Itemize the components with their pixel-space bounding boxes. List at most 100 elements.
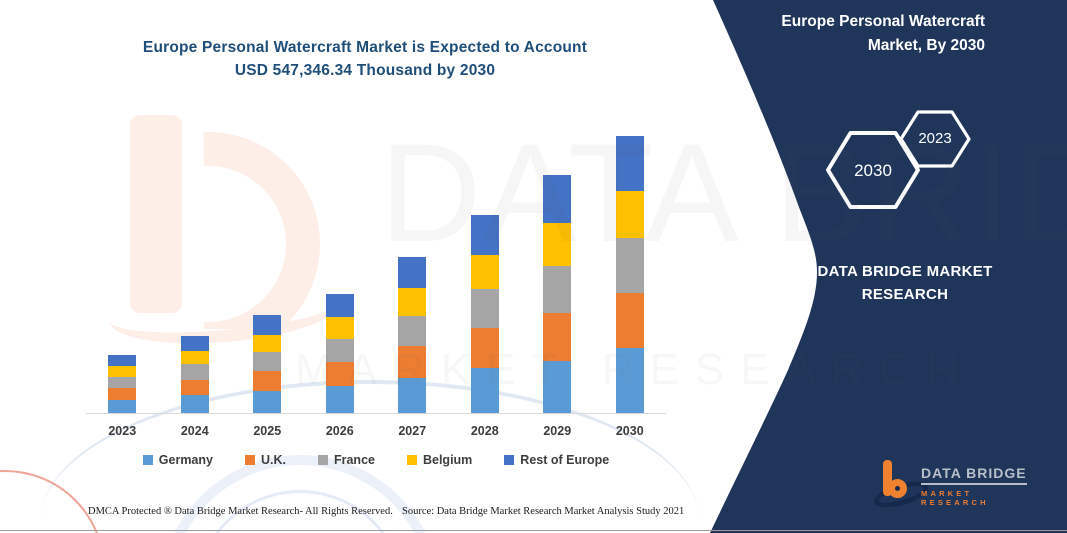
hexagon-2023-label: 2023 — [918, 130, 952, 147]
brand-name-line2: RESEARCH — [861, 286, 949, 303]
x-axis-label: 2027 — [398, 424, 427, 438]
legend-swatch — [504, 455, 515, 465]
bar-segment-germany — [543, 360, 572, 413]
bar-segment-germany — [108, 399, 137, 413]
legend-label: Belgium — [422, 453, 473, 467]
bar-segment-rest-of-europe — [470, 215, 499, 255]
bar-segment-rest-of-europe — [253, 315, 282, 335]
legend-item-germany: Germany — [142, 453, 213, 467]
bar-segment-belgium — [253, 334, 282, 352]
bar-slot-2027 — [376, 120, 449, 413]
bar-segment-belgium — [325, 317, 354, 339]
bar-segment-u-k- — [615, 292, 644, 348]
bar-slot-2030 — [594, 120, 667, 413]
hexagon-2030-label: 2030 — [854, 161, 892, 180]
x-axis-label: 2024 — [180, 424, 209, 438]
legend-item-france: France — [317, 453, 375, 467]
legend-item-u-k-: U.K. — [244, 453, 286, 467]
bar-segment-u-k- — [325, 361, 354, 387]
chart-title-line1: Europe Personal Watercraft Market is Exp… — [142, 39, 588, 56]
legend-label: France — [333, 453, 375, 467]
legend-label: U.K. — [260, 453, 286, 467]
bar-segment-france — [470, 289, 499, 329]
logo-b-icon — [883, 460, 892, 496]
bar-segment-belgium — [108, 366, 137, 377]
brand-name-block: DATA BRIDGE MARKET RESEARCH — [790, 260, 1020, 306]
bar-segment-france — [253, 351, 282, 371]
legend-swatch — [142, 455, 153, 465]
bar-slot-2024 — [159, 120, 232, 413]
bar-slot-2023 — [86, 120, 159, 413]
legend-item-rest-of-europe: Rest of Europe — [504, 453, 609, 467]
legend-label: Rest of Europe — [520, 453, 610, 467]
bar-segment-rest-of-europe — [180, 335, 209, 351]
footer-source: Source: Data Bridge Market Research Mark… — [402, 506, 685, 517]
side-panel-title-line1: Europe Personal Watercraft — [781, 13, 985, 30]
side-panel-title: Europe Personal Watercraft Market, By 20… — [725, 10, 985, 58]
legend-label: Germany — [158, 453, 213, 467]
stacked-bar-2024 — [180, 335, 209, 413]
legend-swatch — [406, 455, 417, 465]
bar-segment-rest-of-europe — [108, 354, 137, 367]
logo-name: DATA BRIDGE — [921, 465, 1027, 485]
bar-segment-germany — [398, 377, 427, 413]
bar-segment-u-k- — [253, 370, 282, 391]
bar-segment-rest-of-europe — [398, 257, 427, 288]
bottom-border-line — [0, 530, 1067, 531]
chart-title-line2: USD 547,346.34 Thousand by 2030 — [234, 62, 496, 79]
chart-title: Europe Personal Watercraft Market is Exp… — [40, 36, 690, 82]
hexagon-2030 — [826, 131, 920, 209]
x-axis-labels: 2023 2024 2025 2026 2027 2028 2029 2030 — [86, 424, 666, 438]
legend-swatch — [317, 455, 328, 465]
x-axis-label: 2023 — [108, 424, 137, 438]
x-axis-label: 2026 — [325, 424, 354, 438]
legend-item-belgium: Belgium — [406, 453, 473, 467]
stacked-bar-2026 — [325, 293, 354, 413]
bar-slot-2028 — [449, 120, 522, 413]
bar-segment-belgium — [180, 350, 209, 365]
bar-segment-france — [180, 364, 209, 380]
stacked-bar-2028 — [470, 215, 499, 413]
x-axis-label: 2025 — [253, 424, 282, 438]
brand-name-line1: DATA BRIDGE MARKET — [817, 263, 993, 280]
bar-segment-france — [325, 338, 354, 362]
data-bridge-logo: DATA BRIDGE MARKET RESEARCH — [871, 458, 1033, 513]
logo-b-icon — [888, 479, 907, 498]
bar-segment-germany — [253, 390, 282, 413]
bar-segment-france — [615, 237, 644, 293]
bar-segment-belgium — [470, 254, 499, 290]
chart-legend: Germany U.K. France Belgium Rest of Europe — [86, 453, 666, 467]
bar-segment-france — [543, 265, 572, 313]
stacked-bar-2027 — [398, 257, 427, 413]
legend-swatch — [244, 455, 255, 465]
bar-segment-rest-of-europe — [615, 135, 644, 191]
bar-slot-2025 — [231, 120, 304, 413]
side-panel-title-line2: Market, By 2030 — [867, 37, 985, 54]
stacked-bar-2030 — [615, 135, 644, 413]
bar-segment-u-k- — [470, 328, 499, 369]
bar-segment-germany — [325, 386, 354, 413]
bar-segment-belgium — [615, 190, 644, 238]
side-panel-background — [710, 0, 1067, 533]
bar-segment-germany — [615, 347, 644, 413]
bar-segment-france — [108, 376, 137, 388]
bar-segment-france — [398, 315, 427, 347]
stacked-bar-2025 — [253, 315, 282, 413]
bar-segment-belgium — [543, 222, 572, 266]
stacked-bar-2023 — [108, 354, 137, 413]
logo-tagline: MARKET RESEARCH — [921, 489, 989, 507]
bar-segment-germany — [180, 395, 209, 413]
bar-segment-u-k- — [108, 387, 137, 400]
bar-segment-u-k- — [398, 346, 427, 378]
x-axis-label: 2030 — [615, 424, 644, 438]
bar-segment-rest-of-europe — [325, 293, 354, 318]
bar-segment-germany — [470, 368, 499, 413]
bar-segment-u-k- — [180, 379, 209, 396]
red-arc-decoration — [0, 470, 105, 533]
bar-segment-rest-of-europe — [543, 175, 572, 223]
x-axis-label: 2029 — [543, 424, 572, 438]
stacked-bar-2029 — [543, 175, 572, 413]
bar-segment-belgium — [398, 287, 427, 316]
stacked-bar-plot — [86, 120, 666, 414]
